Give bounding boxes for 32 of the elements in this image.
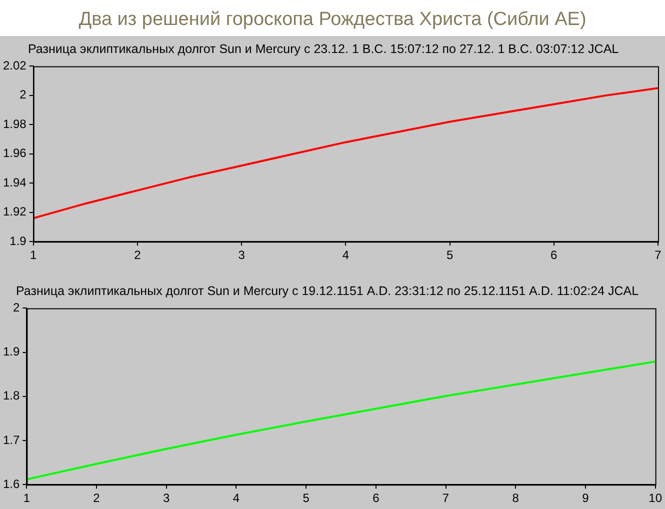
x-tick-label: 9 — [582, 491, 590, 506]
y-tick-label: 1.8 — [2, 388, 20, 403]
x-tick-label: 3 — [163, 491, 170, 506]
y-tick-label: 1.98 — [2, 116, 27, 131]
y-tick-label: 1.94 — [2, 175, 27, 190]
y-tick-label: 1.96 — [2, 146, 27, 160]
y-tick-label: 2 — [12, 300, 20, 315]
x-tick-label: 10 — [648, 491, 662, 506]
x-tick-label: 6 — [372, 491, 380, 506]
x-tick-label: 1 — [30, 248, 38, 262]
x-tick-label: 7 — [654, 248, 662, 262]
x-tick-label: 6 — [550, 248, 558, 262]
chart-title: Разница эклиптикальных долгот Sun и Mercury с 19.12.1151 A.D. 23:31:12 по 25.12.1151 A.D. 11:02:24 JCAL — [16, 284, 639, 298]
y-tick-label: 1.92 — [2, 204, 27, 219]
y-tick-label: 1.9 — [2, 344, 20, 359]
chart-title: Два из решений гороскопа Рождества Христа (Сибли AE) — [0, 0, 665, 36]
x-tick-label: 1 — [23, 491, 30, 506]
x-tick-label: 8 — [512, 491, 520, 506]
y-tick-label: 1.9 — [10, 234, 27, 248]
x-tick-label: 3 — [238, 248, 246, 262]
x-tick-label: 7 — [442, 491, 450, 506]
x-tick-label: 2 — [134, 248, 142, 262]
x-tick-label: 4 — [232, 491, 240, 506]
y-tick-label: 1.6 — [2, 476, 20, 491]
x-tick-label: 5 — [446, 248, 454, 262]
y-tick-label: 1.7 — [2, 432, 20, 447]
x-tick-label: 2 — [93, 491, 100, 506]
y-tick-label: 2.02 — [2, 58, 27, 73]
x-tick-label: 4 — [342, 248, 350, 262]
chart-subtitle: Разница эклиптикальных долгот Sun и Mercury с 23.12. 1 B.C. 15:07:12 по 27.12. 1 B.C. 03:07:12 JCAL — [28, 42, 619, 56]
y-tick-label: 2 — [20, 88, 27, 102]
x-tick-label: 5 — [302, 491, 310, 506]
